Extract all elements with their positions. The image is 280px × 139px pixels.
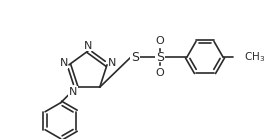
Text: N: N <box>60 58 68 68</box>
Text: S: S <box>156 50 164 64</box>
Text: N: N <box>69 87 77 97</box>
Text: O: O <box>156 36 164 46</box>
Text: CH$_3$: CH$_3$ <box>244 50 265 64</box>
Text: S: S <box>131 50 139 64</box>
Text: N: N <box>84 40 92 50</box>
Text: O: O <box>156 68 164 78</box>
Text: N: N <box>108 58 116 68</box>
